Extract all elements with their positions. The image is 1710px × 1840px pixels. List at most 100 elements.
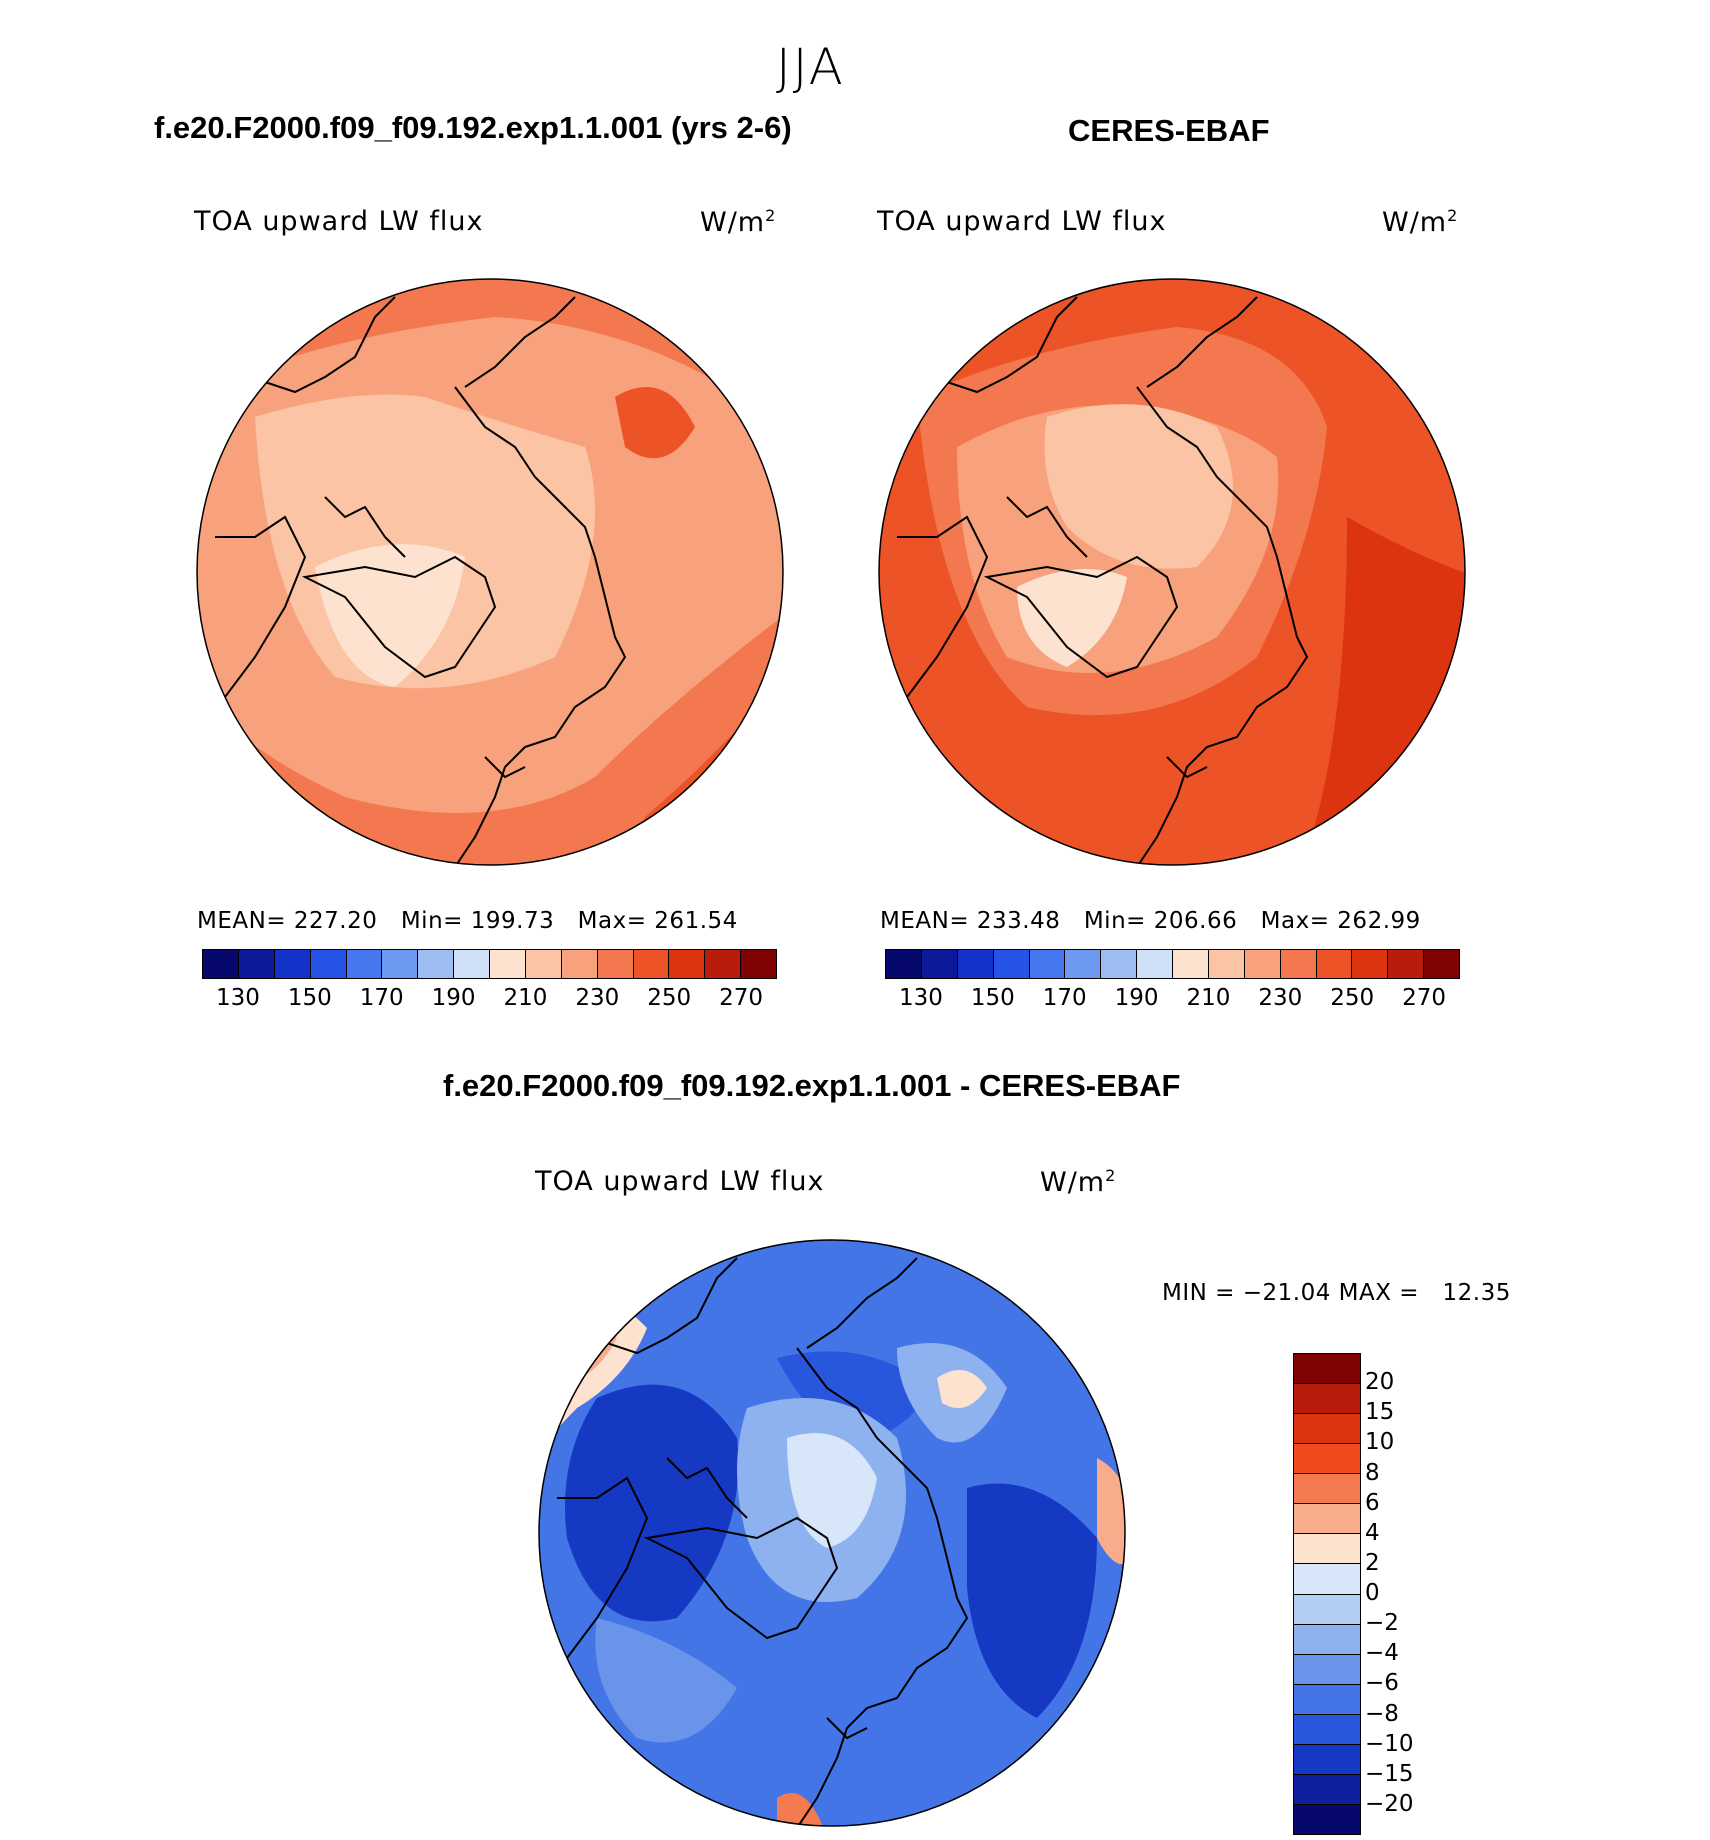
colorbar-tick-label: 15 xyxy=(1365,1399,1395,1426)
colorbar-segment xyxy=(597,950,634,978)
diff-field-0 xyxy=(787,1433,877,1548)
left-stats: MEAN= 227.20 Min= 199.73 Max= 261.54 xyxy=(197,908,738,934)
diff-units-label: W/m2 xyxy=(1040,1166,1117,1198)
colorbar-segment xyxy=(705,950,742,978)
diff-coast-greenland xyxy=(643,1516,839,1640)
colorbar-segment xyxy=(238,950,275,978)
colorbar-segment xyxy=(1294,1444,1360,1475)
colorbar-segment xyxy=(1294,1774,1360,1805)
colorbar-segment xyxy=(382,950,419,978)
colorbar-tick-label: 150 xyxy=(970,985,1015,1011)
diff-field-e-pos xyxy=(1097,1458,1125,1565)
season-title: JJA xyxy=(776,38,845,96)
colorbar-segment xyxy=(454,950,490,978)
colorbar-tick-label: −10 xyxy=(1365,1730,1414,1757)
colorbar-tick-label: 270 xyxy=(1402,985,1447,1011)
colorbar-segment xyxy=(1137,950,1173,978)
colorbar-tick-label: −2 xyxy=(1365,1610,1399,1637)
left-map-border xyxy=(196,278,784,866)
colorbar-segment xyxy=(886,950,922,978)
colorbar-tick-label: 190 xyxy=(1114,985,1159,1011)
colorbar-segment xyxy=(346,950,383,978)
colorbar-segment xyxy=(1294,1654,1360,1685)
colorbar-tick-label: 190 xyxy=(431,985,476,1011)
right-variable-label: TOA upward LW flux xyxy=(877,206,1167,237)
colorbar-tick-label: 150 xyxy=(287,985,332,1011)
left-colorbar xyxy=(202,949,777,979)
colorbar-tick-label: 8 xyxy=(1365,1459,1380,1486)
right-coast-iceland xyxy=(1166,756,1208,779)
colorbar-segment xyxy=(1294,1744,1360,1775)
colorbar-segment xyxy=(1316,950,1353,978)
colorbar-segment xyxy=(310,950,347,978)
colorbar-tick-label: 4 xyxy=(1365,1519,1380,1546)
diff-field-ne-pos xyxy=(937,1370,987,1408)
colorbar-tick-label: −20 xyxy=(1365,1790,1414,1817)
colorbar-tick-label: 250 xyxy=(647,985,692,1011)
diff-field-neg10 xyxy=(777,1351,922,1438)
right-case-title: CERES-EBAF xyxy=(1068,113,1270,148)
right-colorbar xyxy=(885,949,1460,979)
colorbar-segment xyxy=(1173,950,1209,978)
colorbar-segment xyxy=(957,950,994,978)
diff-field-sw xyxy=(595,1618,737,1743)
colorbar-segment xyxy=(669,950,706,978)
colorbar-segment xyxy=(274,950,311,978)
left-coast-arctic-islands xyxy=(324,496,406,558)
colorbar-tick-label: 230 xyxy=(575,985,620,1011)
colorbar-segment xyxy=(1244,950,1281,978)
colorbar-segment xyxy=(525,950,562,978)
colorbar-tick-label: 10 xyxy=(1365,1429,1395,1456)
colorbar-segment xyxy=(1294,1474,1360,1505)
colorbar-tick-label: 270 xyxy=(719,985,764,1011)
colorbar-tick-label: 210 xyxy=(1186,985,1231,1011)
diff-minmax: MIN = −21.04 MAX = 12.35 xyxy=(1162,1280,1511,1306)
diff-coast-kamchatka xyxy=(806,1257,918,1349)
left-field-250 xyxy=(615,387,695,459)
colorbar-tick-label: 130 xyxy=(215,985,260,1011)
colorbar-tick-label: −15 xyxy=(1365,1760,1414,1787)
colorbar-segment xyxy=(561,950,598,978)
colorbar-segment xyxy=(490,950,526,978)
right-coast-kamchatka xyxy=(1146,296,1258,388)
colorbar-segment xyxy=(1208,950,1245,978)
colorbar-segment xyxy=(633,950,670,978)
diff-case-title: f.e20.F2000.f09_f09.192.exp1.1.001 - CER… xyxy=(443,1068,1181,1103)
colorbar-segment xyxy=(1065,950,1102,978)
colorbar-segment xyxy=(1294,1354,1360,1385)
colorbar-segment xyxy=(1101,950,1138,978)
left-coast-kamchatka xyxy=(464,296,576,388)
colorbar-tick-label: 210 xyxy=(503,985,548,1011)
colorbar-segment xyxy=(418,950,455,978)
colorbar-segment xyxy=(1280,950,1317,978)
right-coast-arctic-islands xyxy=(1006,496,1088,558)
colorbar-segment xyxy=(1294,1624,1360,1655)
colorbar-tick-label: 6 xyxy=(1365,1489,1380,1516)
left-coast-americas xyxy=(454,386,627,865)
left-coast-greenland xyxy=(301,555,497,679)
colorbar-tick-label: −6 xyxy=(1365,1670,1399,1697)
right-coast-europe xyxy=(897,515,989,698)
diff-coast-arctic-islands xyxy=(666,1457,748,1519)
colorbar-segment xyxy=(921,950,958,978)
left-field-210 xyxy=(315,544,465,687)
colorbar-segment xyxy=(1294,1714,1360,1745)
colorbar-segment xyxy=(1388,950,1425,978)
colorbar-segment xyxy=(1294,1594,1360,1625)
colorbar-segment xyxy=(1294,1684,1360,1715)
diff-colorbar xyxy=(1293,1353,1361,1835)
colorbar-tick-label: 170 xyxy=(359,985,404,1011)
right-stats: MEAN= 233.48 Min= 206.66 Max= 262.99 xyxy=(880,908,1421,934)
colorbar-segment xyxy=(203,950,239,978)
diff-variable-label: TOA upward LW flux xyxy=(535,1166,825,1197)
colorbar-tick-label: 170 xyxy=(1042,985,1087,1011)
colorbar-segment xyxy=(1294,1384,1360,1415)
colorbar-tick-label: 130 xyxy=(898,985,943,1011)
diff-field-e-neg15 xyxy=(967,1483,1097,1718)
colorbar-tick-label: 2 xyxy=(1365,1549,1380,1576)
diff-polar-map xyxy=(538,1239,1126,1827)
left-units-label: W/m2 xyxy=(700,206,777,238)
right-coast-greenland xyxy=(983,555,1179,679)
colorbar-tick-label: −4 xyxy=(1365,1640,1399,1667)
colorbar-segment xyxy=(1294,1414,1360,1445)
